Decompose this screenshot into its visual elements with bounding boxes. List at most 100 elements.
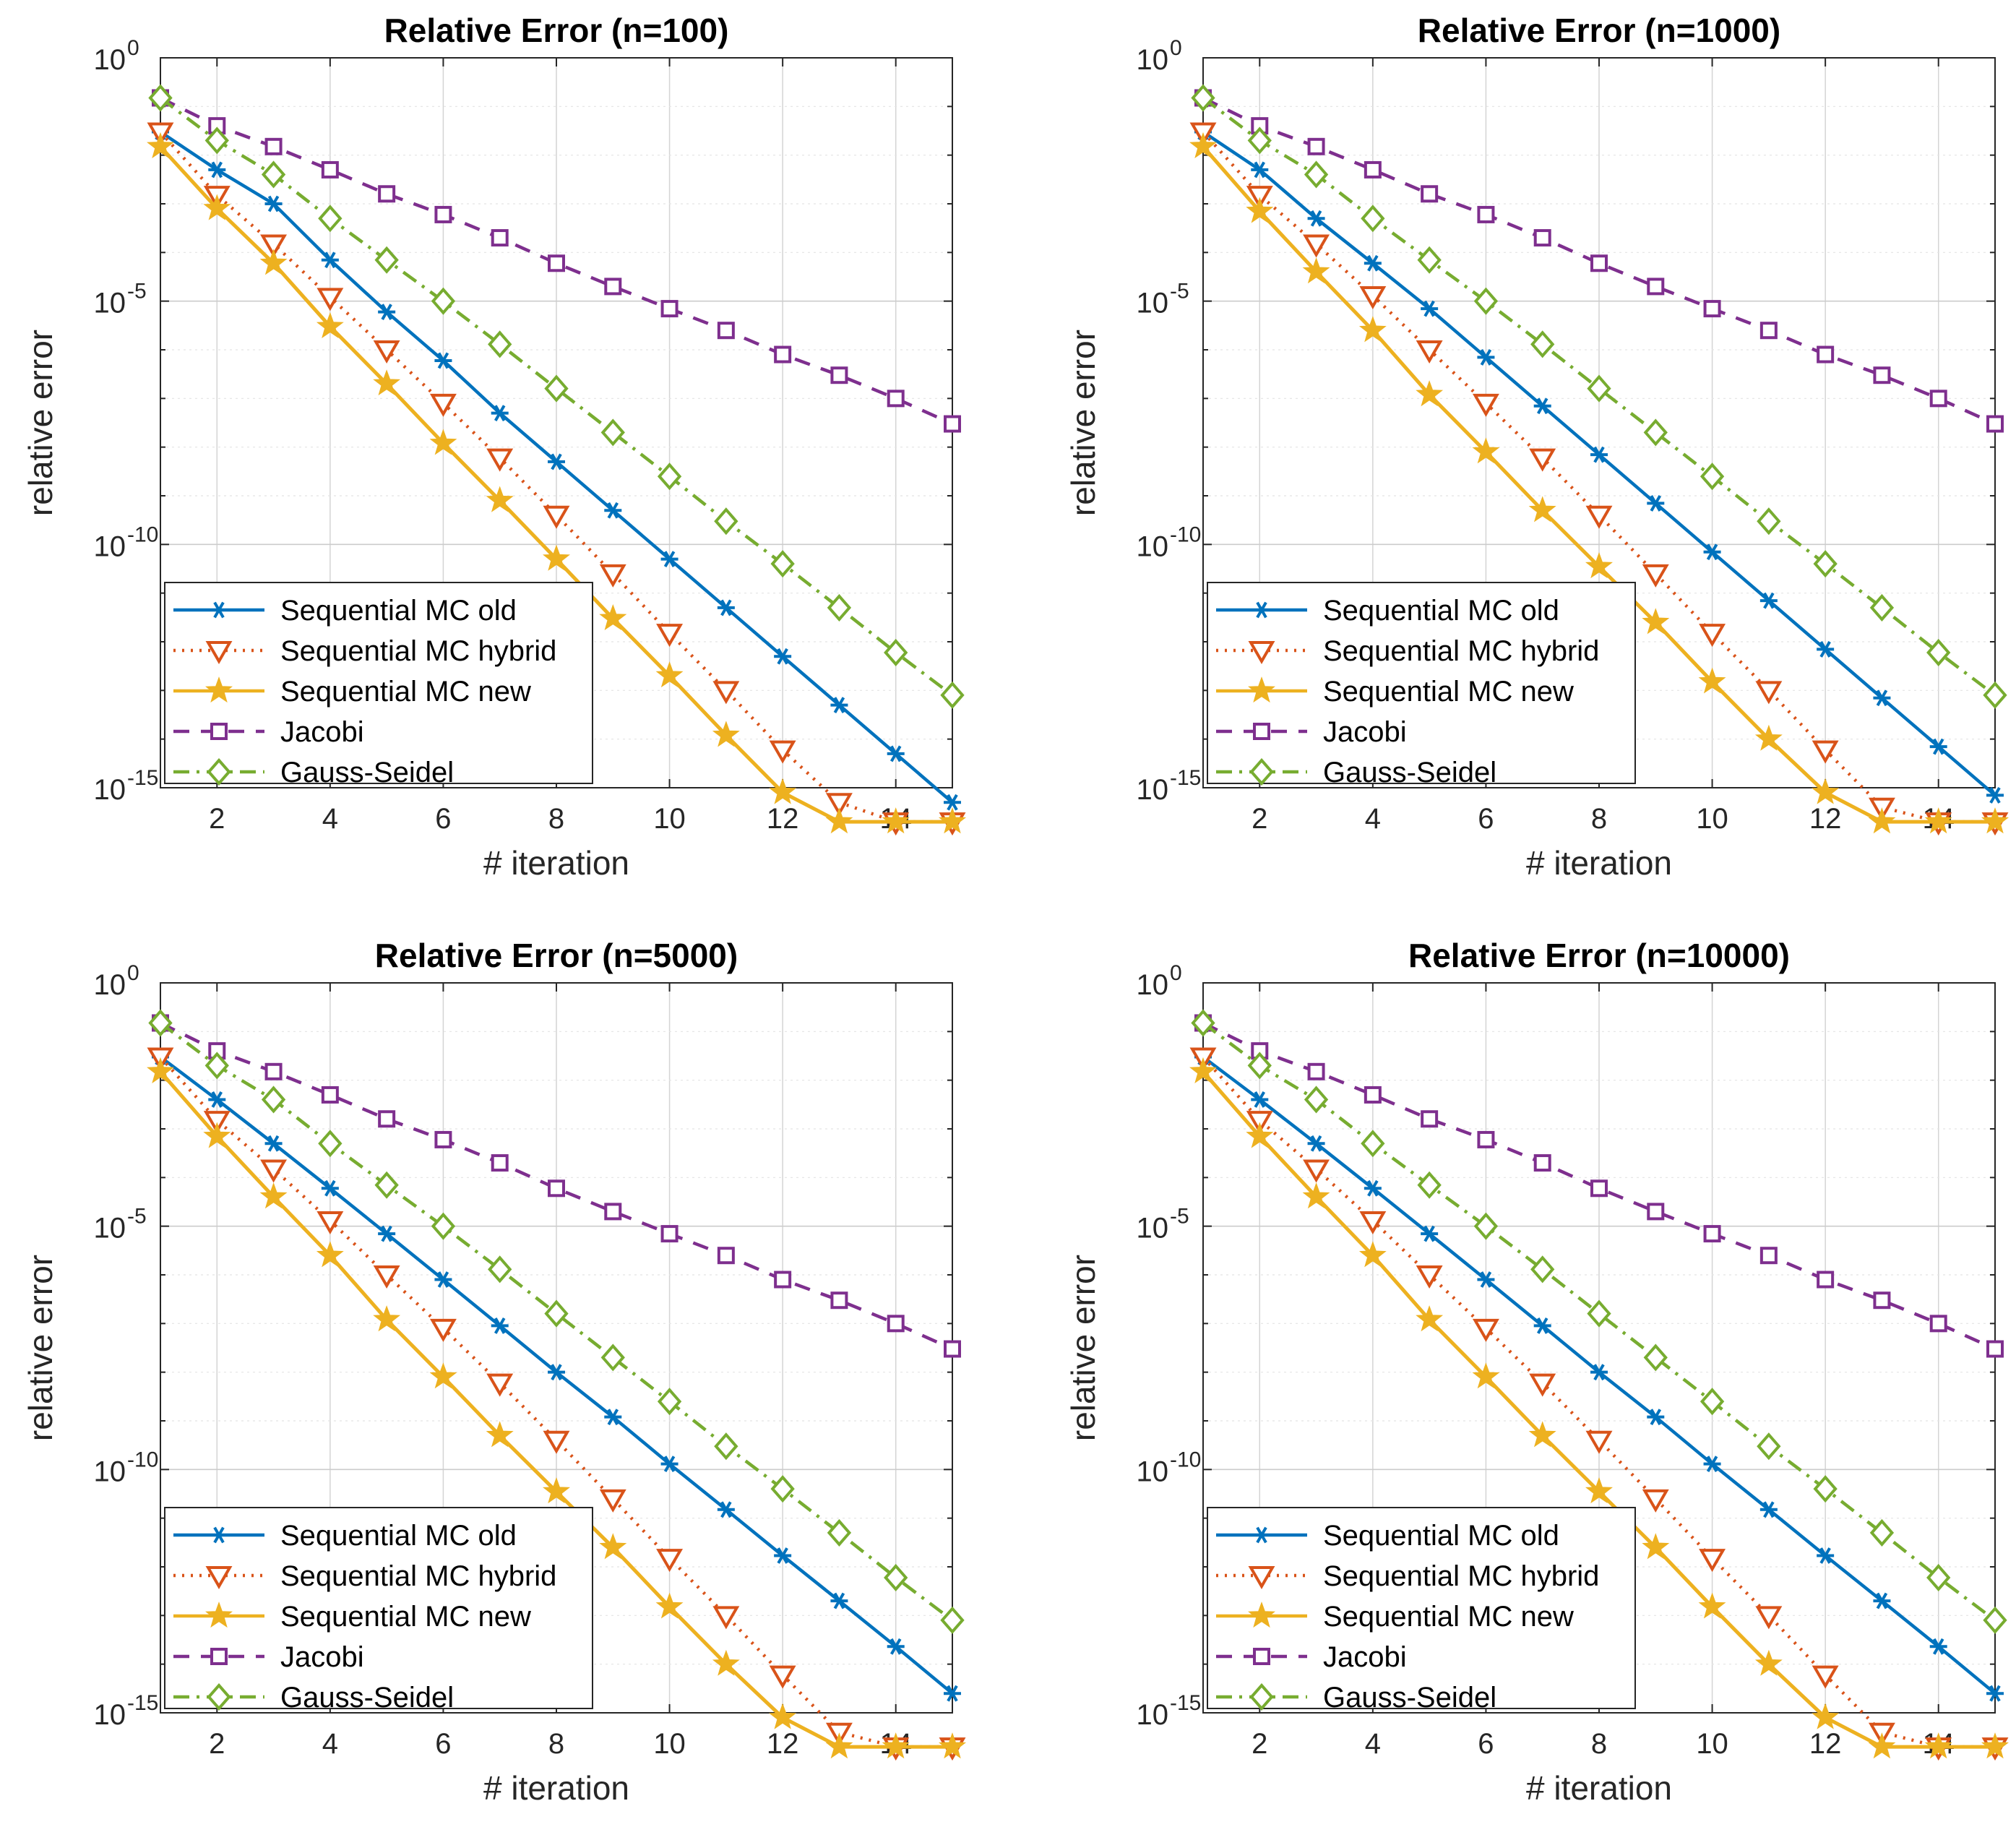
data-point	[1642, 1533, 1670, 1560]
data-point	[827, 593, 852, 622]
y-tick-base: 10	[94, 1213, 126, 1244]
data-point	[1981, 807, 2009, 834]
data-point	[1528, 1421, 1556, 1448]
data-point	[1812, 1703, 1840, 1729]
legend-marker	[1248, 676, 1275, 703]
y-tick-label: 10	[94, 1699, 126, 1731]
x-tick-label: 8	[548, 1728, 564, 1760]
data-point	[882, 807, 910, 834]
series-gs	[148, 84, 965, 709]
legend-label: Sequential MC hybrid	[280, 635, 556, 667]
data-point	[1873, 366, 1891, 384]
data-point	[373, 369, 401, 396]
data-point	[1981, 1732, 2009, 1759]
x-tick-label: 2	[209, 1728, 225, 1760]
x-tick-label: 8	[1591, 1728, 1607, 1760]
y-tick-exponent: -15	[127, 766, 158, 790]
legend-marker	[1253, 601, 1270, 619]
data-point	[656, 1549, 684, 1573]
y-tick-label: 10	[1137, 44, 1169, 76]
data-point	[769, 740, 796, 764]
series-gs	[1191, 84, 2007, 709]
data-point	[1983, 1606, 2007, 1634]
data-point	[770, 550, 795, 578]
data-point	[1873, 1592, 1891, 1609]
data-point	[316, 311, 344, 338]
data-point	[486, 1373, 514, 1397]
legend-label: Sequential MC hybrid	[1323, 1560, 1599, 1592]
data-point	[1699, 624, 1726, 648]
data-point	[434, 352, 452, 369]
x-tick-label: 12	[1809, 1728, 1842, 1760]
data-point	[259, 1182, 288, 1209]
data-point	[1533, 1154, 1551, 1172]
series-new	[147, 132, 966, 834]
legend-label: Sequential MC old	[1323, 595, 1559, 627]
y-tick-label: 10	[1137, 1456, 1169, 1487]
y-tick-base: 10	[94, 530, 126, 562]
data-point	[830, 366, 848, 384]
data-point	[1191, 1009, 1215, 1037]
data-point	[491, 405, 509, 422]
legend-marker	[210, 723, 228, 740]
data-point	[1647, 278, 1665, 296]
chart-title: Relative Error (n=10000)	[1408, 937, 1790, 974]
chart-title: Relative Error (n=1000)	[1418, 12, 1780, 49]
data-point	[1813, 1475, 1838, 1503]
data-point	[604, 278, 622, 296]
data-point	[1473, 1212, 1499, 1240]
data-point	[712, 681, 740, 705]
series-line	[160, 96, 953, 426]
data-point	[1246, 1111, 1273, 1135]
y-tick-label: 10	[94, 1456, 126, 1487]
data-point	[491, 1154, 509, 1172]
data-point	[1585, 552, 1613, 579]
data-point	[1247, 1052, 1272, 1080]
data-point	[373, 340, 400, 364]
series-group	[147, 1009, 966, 1761]
data-point	[316, 288, 344, 311]
legend-marker	[207, 757, 231, 786]
x-axis-label: # iteration	[483, 844, 629, 882]
legend-marker	[205, 676, 233, 703]
x-tick-label: 6	[435, 1728, 451, 1760]
legend-label: Jacobi	[1323, 1641, 1407, 1673]
data-point	[1759, 1247, 1778, 1265]
data-point	[486, 448, 514, 472]
data-point	[1585, 505, 1613, 529]
data-point	[543, 544, 570, 571]
data-point	[1251, 1091, 1269, 1108]
data-point	[774, 345, 792, 364]
legend-label: Jacobi	[1323, 716, 1407, 748]
y-tick-label: 10	[94, 288, 126, 319]
data-point	[769, 778, 797, 804]
series-line	[1202, 96, 1996, 426]
y-tick-base: 10	[1137, 774, 1169, 806]
data-point	[1416, 380, 1444, 407]
data-point	[261, 1086, 286, 1114]
data-point	[1530, 1255, 1555, 1284]
data-point	[148, 84, 173, 112]
y-tick-label: 10	[1137, 288, 1169, 319]
data-point	[1303, 1159, 1330, 1183]
data-point	[434, 1271, 452, 1288]
data-point	[1868, 1732, 1896, 1759]
data-point	[1817, 1271, 1835, 1289]
data-point	[488, 1255, 512, 1284]
legend-marker	[1253, 1648, 1270, 1665]
data-point	[1929, 738, 1947, 755]
x-tick-label: 10	[1696, 803, 1728, 835]
legend-marker	[210, 601, 228, 619]
data-point	[429, 429, 457, 455]
series-group	[1189, 84, 2009, 836]
legend-marker	[1249, 757, 1274, 786]
y-tick-exponent: -10	[127, 1448, 158, 1471]
data-point	[543, 1430, 570, 1454]
data-point	[660, 1225, 679, 1243]
y-tick-base: 10	[94, 44, 126, 76]
x-tick-label: 6	[1478, 1728, 1494, 1760]
data-point	[717, 322, 735, 340]
y-axis-label: relative error	[1064, 330, 1102, 516]
